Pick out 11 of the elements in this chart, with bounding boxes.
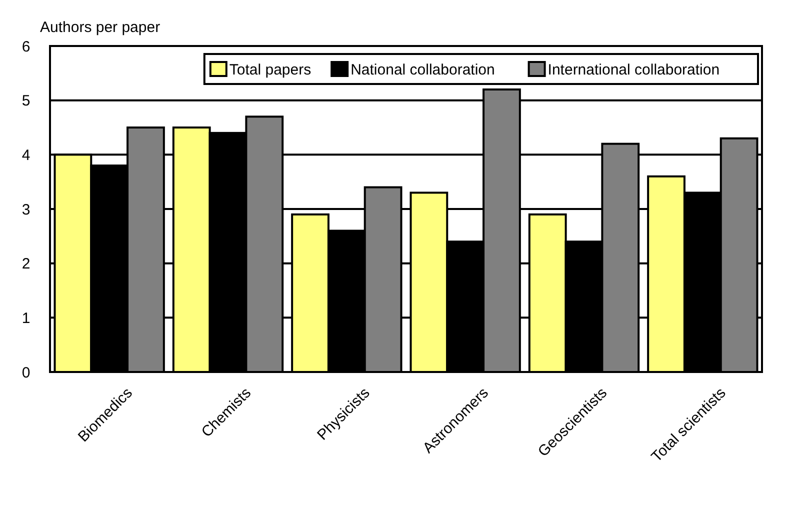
y-tick-label: 5 xyxy=(22,92,30,110)
y-tick-label: 0 xyxy=(22,364,30,382)
y-tick-label: 4 xyxy=(22,146,30,164)
y-tick-label: 2 xyxy=(22,256,30,273)
y-tick-label: 1 xyxy=(22,310,30,327)
y-axis-title: Authors per paper xyxy=(40,19,160,36)
y-tick-label: 3 xyxy=(22,201,30,218)
y-tick-label: 6 xyxy=(22,38,30,56)
legend-label: Total papers xyxy=(229,61,312,78)
legend-label: International collaboration xyxy=(548,61,720,78)
legend-label: National collaboration xyxy=(350,61,495,78)
